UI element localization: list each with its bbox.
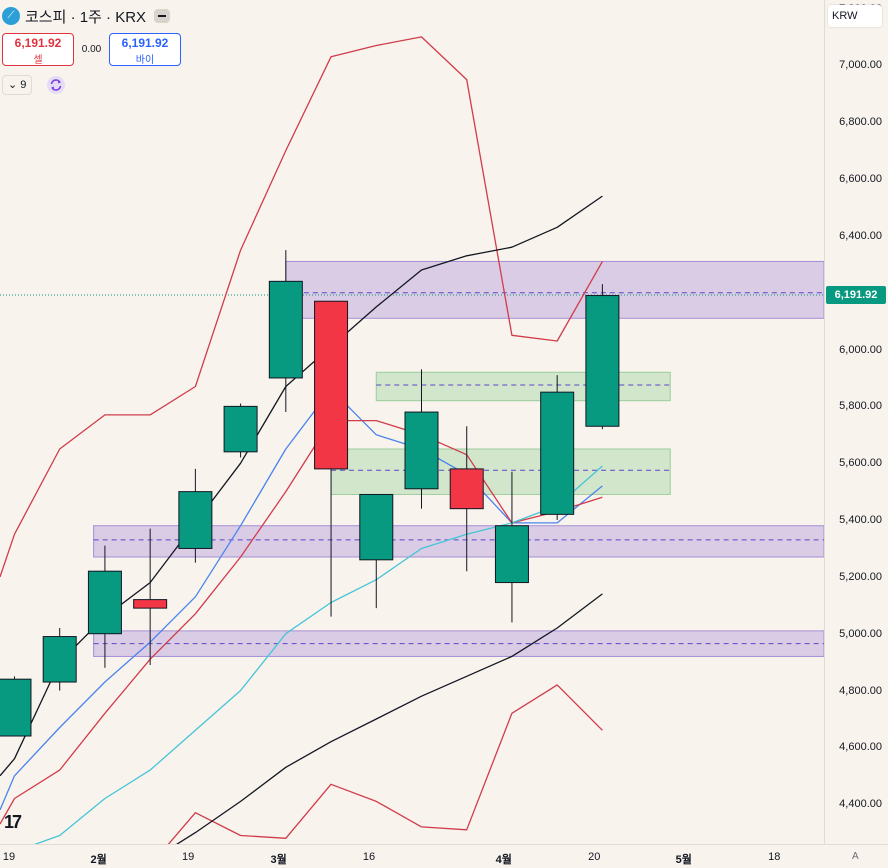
time-tick: 5월 <box>675 854 692 866</box>
indicators-toggle[interactable]: ⌄ 9 <box>2 75 33 95</box>
time-tick: 18 <box>768 851 781 863</box>
symbol-title[interactable]: 코스피 · 1주 · KRX <box>25 8 147 26</box>
price-tick: 6,800.00 <box>839 116 882 129</box>
time-tick: 16 <box>362 851 376 863</box>
time-tick: 2월 <box>90 854 107 866</box>
buy-button[interactable]: 6,191.92 바이 <box>109 33 181 66</box>
price-axis[interactable]: 7,200.007,000.006,800.006,600.006,400.00… <box>824 0 888 844</box>
time-tick: 3월 <box>270 854 287 866</box>
chevron-down-icon: ⌄ <box>8 79 18 91</box>
price-tick: 4,600.00 <box>839 741 882 754</box>
buy-label: 바이 <box>135 55 155 66</box>
candle-body-7 <box>314 300 349 470</box>
time-axis[interactable]: A 19 2월 19 3월 16 4월 20 5월 18 <box>0 844 888 868</box>
zone-green-4 <box>330 448 671 495</box>
price-tick: 5,000.00 <box>839 627 882 640</box>
symbol-header[interactable]: ⟋ 코스피 · 1주 · KRX <box>2 5 171 27</box>
symbol-logo-icon: ⟋ <box>2 7 20 25</box>
chart-plot-area[interactable] <box>0 0 824 844</box>
price-tick: 5,600.00 <box>839 457 882 470</box>
price-tick: 4,800.00 <box>839 684 882 697</box>
series-ema_red <box>0 419 603 825</box>
sell-button[interactable]: 6,191.92 셀 <box>2 33 74 66</box>
candle-body-5 <box>223 405 258 453</box>
time-tick: 19 <box>182 851 195 863</box>
candle-body-13 <box>585 295 620 427</box>
zone-green-3 <box>375 371 671 402</box>
series-band_lower <box>167 684 603 844</box>
time-tick: 20 <box>588 851 601 863</box>
trade-panel: 6,191.92 셀 0.00 6,191.92 바이 <box>2 33 181 66</box>
price-tick: 7,000.00 <box>839 59 882 72</box>
tradingview-logo: 17 <box>4 812 22 832</box>
zone-purple-0 <box>285 260 824 319</box>
sell-price: 6,191.92 <box>14 36 62 50</box>
candle-body-12 <box>540 391 575 515</box>
candle-body-6 <box>268 280 303 379</box>
series-ema_cyan <box>33 465 603 844</box>
price-tick: 5,800.00 <box>839 400 882 413</box>
price-tick: 6,400.00 <box>839 229 882 242</box>
candle-body-1 <box>42 636 77 683</box>
last-price-label: 6,191.92 <box>826 285 886 304</box>
series-ema_blue <box>0 388 603 811</box>
price-tick: 4,400.00 <box>839 798 882 811</box>
zone-purple-1 <box>93 525 824 558</box>
time-tick: 19 <box>2 851 16 863</box>
series-ma_long <box>176 593 603 844</box>
indicator-row: ⌄ 9 <box>2 75 66 95</box>
spread-value: 0.00 <box>81 44 102 55</box>
candle-body-10 <box>449 468 484 510</box>
refresh-icon[interactable] <box>46 75 66 95</box>
price-tick: 5,200.00 <box>839 570 882 583</box>
candle-body-4 <box>178 491 213 549</box>
candle-body-9 <box>404 411 439 490</box>
currency-selector[interactable]: KRW <box>828 5 882 27</box>
candle-body-11 <box>494 525 529 584</box>
time-tick: 4월 <box>495 854 512 866</box>
price-tick: 6,600.00 <box>839 173 882 186</box>
candle-body-0 <box>0 678 32 737</box>
price-tick: 5,400.00 <box>839 514 882 527</box>
collapse-icon[interactable] <box>154 9 171 23</box>
buy-price: 6,191.92 <box>121 36 169 50</box>
chart-svg[interactable] <box>0 0 824 844</box>
sell-label: 셀 <box>33 55 43 66</box>
price-tick: 6,000.00 <box>839 343 882 356</box>
indicators-count: 9 <box>20 79 27 91</box>
candle-body-8 <box>359 493 394 561</box>
candle-body-2 <box>87 570 122 635</box>
candle-body-3 <box>133 599 168 609</box>
auto-scale-button[interactable]: A <box>852 851 859 862</box>
